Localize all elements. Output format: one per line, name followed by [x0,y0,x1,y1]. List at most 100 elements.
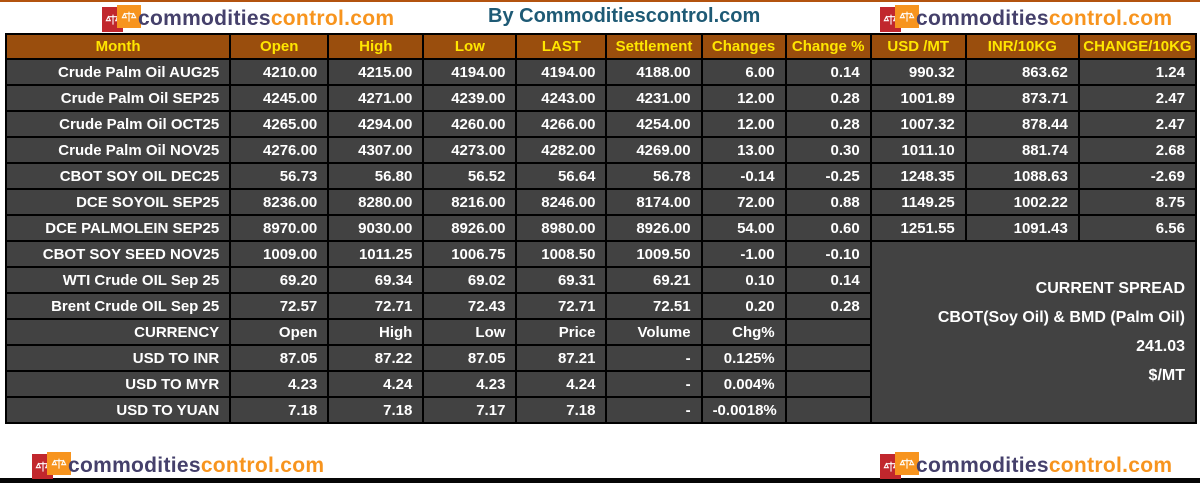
cell-changes: 54.00 [700,214,787,242]
col-header-change-10kg: CHANGE/10KG [1077,33,1198,60]
scales-icon [100,4,142,34]
cell-change-pct: 0.88 [784,188,872,216]
cell-chg-pct: 0.004% [700,370,787,398]
cell-chg-pct: 0.125% [700,344,787,372]
cell-inr-10kg: 1088.63 [964,162,1080,190]
cell-volume: - [605,370,703,398]
logo-wordmark: commoditiescontrol.com [916,7,1173,30]
cell-high: 87.22 [327,344,425,372]
currency-row-filler [784,370,872,398]
cell-name: USD TO YUAN [4,396,232,424]
futures-row: WTI Crude OIL Sep 25 69.20 69.34 69.02 69.31… [4,266,1196,294]
commoditiescontrol-logo[interactable]: commoditiescontrol.com [100,4,394,34]
cell-open: 69.20 [229,266,330,294]
commoditiescontrol-logo[interactable]: commoditiescontrol.com [878,451,1172,481]
col-header-high: High [327,33,425,60]
spread-panel: CURRENT SPREAD CBOT(Soy Oil) & BMD (Palm … [869,240,1198,424]
cell-change-pct: 0.28 [784,292,872,320]
cell-changes: 12.00 [700,110,787,138]
cell-changes: 0.10 [700,266,787,294]
currency-col-header: High [327,318,425,346]
cell-settlement: 8174.00 [605,188,703,216]
currency-row: USD TO INR 87.05 87.22 87.05 87.21-0.125% [4,344,1196,372]
cell-open: 72.57 [229,292,330,320]
cell-usd-mt: 1149.25 [869,188,967,216]
cell-inr-10kg: 1002.22 [964,188,1080,216]
cell-last: 56.64 [515,162,608,190]
cell-usd-mt: 1007.32 [869,110,967,138]
bottom-black-bar [0,478,1200,483]
cell-low: 4239.00 [422,84,518,112]
cell-low: 72.43 [422,292,518,320]
futures-row: DCE SOYOIL SEP25 8236.00 8280.00 8216.00 824… [4,188,1198,216]
currency-col-header: CURRENCY [4,318,232,346]
cell-change-pct: 0.28 [784,110,872,138]
col-header-settlement: Settlement [605,33,703,60]
top-strip: commoditiescontrol.com By Commoditiescon… [0,2,1200,33]
cell-last: 4282.00 [515,136,608,164]
cell-high: 7.18 [327,396,425,424]
cell-changes: -1.00 [700,240,787,268]
cell-volume: - [605,344,703,372]
futures-row: Crude Palm Oil NOV25 4276.00 4307.00 4273.0… [4,136,1198,164]
cell-open: 1009.00 [229,240,330,268]
cell-low: 4194.00 [422,58,518,86]
futures-row: CBOT SOY OIL DEC25 56.73 56.80 56.52 56.64 56… [4,162,1198,190]
cell-changes: 6.00 [700,58,787,86]
cell-change-10kg: 1.24 [1077,58,1198,86]
cell-name: USD TO MYR [4,370,232,398]
cell-change-pct: 0.14 [784,266,872,294]
currency-row: USD TO MYR 4.23 4.24 4.23 4.24-0.004% [4,370,1196,398]
col-header-changes: Changes [700,33,787,60]
col-header-open: Open [229,33,330,60]
cell-open: 56.73 [229,162,330,190]
cell-last: 8980.00 [515,214,608,242]
logo-wordmark: commoditiescontrol.com [138,7,395,30]
futures-row: DCE PALMOLEIN SEP25 8970.00 9030.00 8926.00… [4,214,1198,242]
futures-row: Crude Palm Oil SEP25 4245.00 4271.00 4239.0… [4,84,1198,112]
spread-subtitle: CBOT(Soy Oil) & BMD (Palm Oil) [937,309,1185,326]
cell-month: DCE SOYOIL SEP25 [4,188,232,216]
cell-last: 4243.00 [515,84,608,112]
cell-high: 1011.25 [327,240,425,268]
cell-open: 8236.00 [229,188,330,216]
cell-inr-10kg: 863.62 [964,58,1080,86]
scales-icon [878,4,920,34]
currency-row-filler [784,344,872,372]
cell-volume: - [605,396,703,424]
commoditiescontrol-logo[interactable]: commoditiescontrol.com [30,451,324,481]
cell-change-pct: -0.25 [784,162,872,190]
cell-price: 7.18 [515,396,608,424]
cell-low: 7.17 [422,396,518,424]
cell-price: 4.24 [515,370,608,398]
cell-price: 87.21 [515,344,608,372]
futures-currency-table: Month Open High Low LAST Settlement Chan… [4,33,1198,424]
cell-change-10kg: -2.69 [1077,162,1198,190]
cell-month: Crude Palm Oil NOV25 [4,136,232,164]
cell-last: 1008.50 [515,240,608,268]
currency-col-header: Price [515,318,608,346]
currency-header-row: CURRENCY Open High Low Price Volume Chg% [4,318,1196,346]
col-header-change-pct: Change % [784,33,872,60]
cell-change-pct: 0.14 [784,58,872,86]
cell-low: 8216.00 [422,188,518,216]
scales-icon [30,451,72,481]
cell-settlement: 8926.00 [605,214,703,242]
col-header-last: LAST [515,33,608,60]
commoditiescontrol-logo[interactable]: commoditiescontrol.com [878,4,1172,34]
cell-change-10kg: 2.47 [1077,84,1198,112]
col-header-month: Month [4,33,232,60]
cell-high: 4215.00 [327,58,425,86]
cell-usd-mt: 1248.35 [869,162,967,190]
table-body: Crude Palm Oil AUG25 4210.00 4215.00 4194.0… [4,58,1198,424]
logo-wordmark: commoditiescontrol.com [68,454,325,477]
cell-low: 69.02 [422,266,518,294]
col-header-usd-mt: USD /MT [869,33,967,60]
cell-high: 4307.00 [327,136,425,164]
spread-unit: $/MT [1148,367,1185,384]
cell-open: 4276.00 [229,136,330,164]
bottom-strip: commoditiescontrol.com commoditiescontro… [0,451,1200,481]
cell-low: 56.52 [422,162,518,190]
cell-month: Crude Palm Oil OCT25 [4,110,232,138]
cell-inr-10kg: 1091.43 [964,214,1080,242]
